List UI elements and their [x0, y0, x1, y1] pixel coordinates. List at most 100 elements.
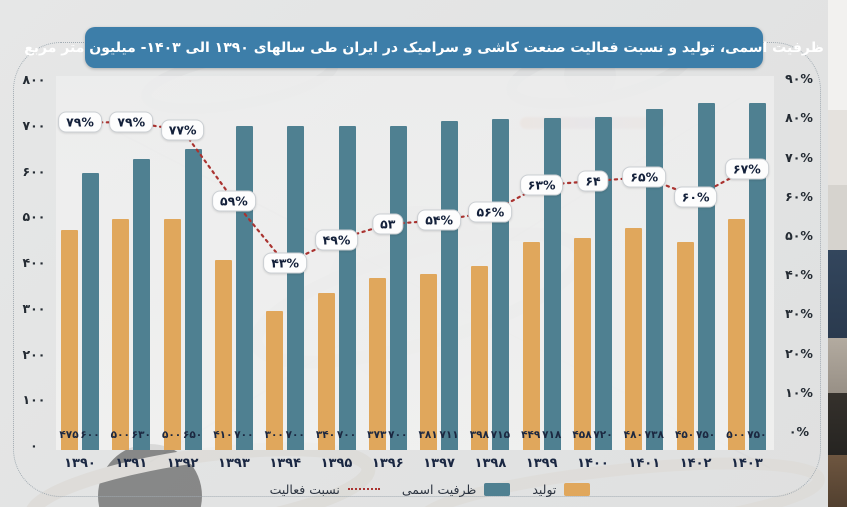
bar-group-1403: ۵۰۰ ۷۵۰: [726, 80, 767, 450]
activity-ratio-label: ۵۴%: [417, 209, 461, 231]
left-axis-tick: ۵۰۰: [22, 209, 46, 225]
production-bar: [214, 260, 232, 450]
production-bar: [163, 218, 181, 450]
x-axis-year-label: ۱۴۰۰: [577, 456, 609, 471]
left-axis-tick: ۳۰۰: [22, 300, 46, 316]
capacity-bar: [133, 158, 151, 450]
capacity-bar: [646, 108, 664, 450]
legend-label-production: تولید: [532, 481, 557, 497]
right-axis-tick: ۹۰%: [785, 71, 813, 87]
left-axis-tick: ۶۰۰: [22, 163, 46, 179]
capacity-value-label: ۷۰۰: [388, 429, 408, 441]
capacity-bar: [389, 126, 407, 450]
capacity-bar: [492, 119, 510, 450]
x-axis-year-label: ۱۳۹۵: [320, 456, 353, 471]
right-axis-tick: ۸۰%: [785, 110, 813, 126]
capacity-bar: [235, 126, 253, 450]
photo-fragment: [828, 455, 847, 507]
x-axis-year-label: ۱۳۹۹: [525, 456, 558, 471]
photo-fragment: [828, 338, 847, 393]
x-axis-year-label: ۱۳۹۰: [64, 456, 96, 471]
capacity-value-label: ۷۰۰: [336, 429, 357, 441]
production-value-label: ۵۰۰: [110, 429, 131, 441]
bar-group-1393: ۴۱۰ ۷۰۰: [213, 80, 254, 450]
capacity-value-label: ۷۲۰: [593, 429, 613, 441]
production-bar: [112, 218, 130, 450]
left-axis-tick: ۸۰۰: [22, 72, 46, 87]
dotted-line-icon: [347, 488, 380, 490]
bar-group-1399: ۴۴۹ ۷۱۸: [521, 80, 562, 450]
x-axis-year-label: ۱۳۹۶: [371, 456, 404, 471]
activity-ratio-label: ۶۰%: [673, 186, 718, 208]
capacity-value-label: ۷۵۰: [695, 429, 716, 441]
capacity-value-label: ۷۱۵: [490, 429, 511, 441]
photo-fragment: [828, 393, 847, 455]
capacity-value-label: ۷۱۸: [542, 429, 562, 441]
right-axis-tick: ۲۰%: [785, 345, 813, 361]
capacity-bar: [543, 117, 561, 450]
production-value-label: ۴۵۰: [674, 429, 695, 441]
capacity-bar: [184, 149, 202, 450]
right-axis-tick: ۶۰%: [785, 188, 813, 204]
legend-item-production[interactable]: تولید: [532, 481, 591, 497]
activity-ratio-label: ۵۳: [372, 213, 404, 235]
legend-item-nominal-capacity[interactable]: ظرفیت اسمی: [401, 481, 511, 497]
bar-group-1398: ۳۹۸ ۷۱۵: [469, 80, 511, 450]
left-axis-tick: ۴۰۰: [22, 255, 46, 270]
legend-label-nominal-capacity: ظرفیت اسمی: [401, 481, 477, 497]
production-value-label: ۵۰۰: [726, 429, 746, 441]
bar-group-1391: ۵۰۰ ۶۳۰: [110, 80, 152, 450]
x-axis-year-label: ۱۳۹۱: [115, 456, 148, 471]
production-bar: [625, 228, 643, 450]
production-value-label: ۴۴۹: [521, 429, 541, 441]
legend-label-activity-ratio: نسبت فعالیت: [269, 481, 340, 497]
capacity-value-label: ۶۰۰: [80, 429, 100, 441]
legend-item-activity-ratio[interactable]: نسبت فعالیت: [270, 482, 380, 497]
production-bar: [727, 218, 745, 450]
photo-fragment: [828, 0, 847, 110]
left-axis-tick: ۰: [30, 438, 38, 453]
production-bar: [61, 230, 78, 450]
bar-group-1400: ۴۵۸ ۷۲۰: [572, 80, 613, 450]
activity-ratio-label: ۶۴: [577, 170, 609, 192]
production-value-label: ۳۹۸: [469, 429, 490, 441]
bar-group-1402: ۴۵۰ ۷۵۰: [674, 80, 716, 450]
production-bar: [266, 311, 284, 450]
x-axis-year-label: ۱۳۹۸: [474, 456, 507, 471]
capacity-bar: [338, 126, 356, 450]
photo-strip: [828, 0, 847, 507]
production-value-label: ۴۸۰: [623, 429, 644, 441]
photo-fragment: [828, 110, 847, 185]
capacity-bar: [748, 103, 766, 450]
capacity-value-label: ۷۵۰: [747, 429, 767, 441]
bar-group-1395: ۳۴۰ ۷۰۰: [316, 80, 357, 450]
production-bar: [368, 277, 386, 450]
bar-group-1397: ۳۸۱ ۷۱۱: [418, 80, 459, 450]
activity-ratio-label: ۵۶%: [468, 201, 513, 223]
capacity-bar: [82, 172, 99, 450]
capacity-value-label: ۶۳۰: [131, 429, 152, 441]
right-axis-tick: ۰%: [788, 424, 810, 439]
chart-title: ظرفیت اسمی، تولید و نسبت فعالیت صنعت کاش…: [24, 39, 824, 56]
production-value-label: ۳۸۱: [418, 429, 438, 441]
x-axis-year-label: ۱۴۰۳: [731, 456, 763, 471]
left-axis-tick: ۱۰۰: [22, 392, 46, 408]
photo-fragment: [828, 185, 847, 250]
right-axis-tick: ۷۰%: [785, 149, 813, 165]
x-axis-year-label: ۱۳۹۴: [269, 456, 302, 471]
photo-fragment: [828, 250, 847, 338]
capacity-value-label: ۷۰۰: [234, 429, 254, 441]
right-axis-tick: ۱۰%: [785, 384, 813, 400]
activity-ratio-label: ۷۷%: [160, 119, 205, 141]
production-value-label: ۳۰۰: [264, 429, 285, 441]
production-value-label: ۵۰۰: [161, 429, 182, 441]
production-value-label: ۴۱۰: [213, 429, 233, 441]
production-value-label: ۴۵۸: [572, 429, 592, 441]
activity-ratio-label: ۴۳%: [263, 252, 308, 274]
capacity-bar: [595, 117, 612, 450]
left-axis-tick: ۷۰۰: [22, 117, 46, 133]
activity-ratio-label: ۵۹%: [211, 190, 256, 212]
right-axis-tick: ۳۰%: [785, 306, 813, 322]
production-bar: [522, 242, 540, 450]
production-value-label: ۴۷۵: [59, 429, 79, 441]
